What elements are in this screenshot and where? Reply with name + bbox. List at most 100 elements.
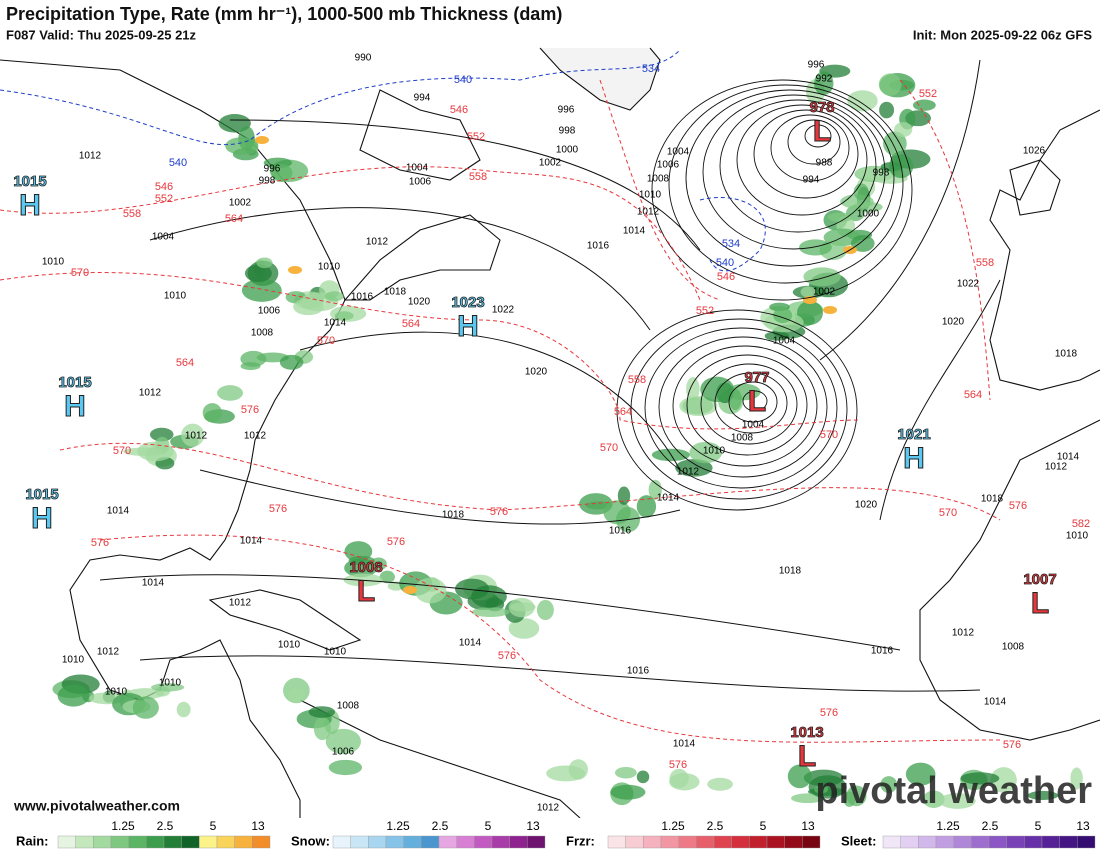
isobar-label: 1004 [152, 232, 175, 243]
thickness-label: 576 [91, 537, 109, 549]
isobar-label: 1010 [318, 262, 341, 273]
isobar [879, 279, 1001, 521]
precip-cell [334, 311, 354, 321]
precip-cell [847, 90, 878, 112]
thickness-label: 552 [919, 88, 937, 100]
precip-cell [686, 377, 700, 401]
legend-tick: 13 [251, 819, 265, 833]
isobar [299, 331, 681, 471]
isobar-label: 1014 [657, 493, 680, 504]
precip-cell [471, 607, 510, 617]
legend-swatch [332, 835, 351, 849]
precip-cell [414, 577, 447, 604]
isobar-label: 1006 [258, 306, 281, 317]
thickness-label: 576 [269, 503, 287, 515]
isobar [99, 574, 901, 651]
coast [343, 214, 501, 301]
legend-swatch [368, 835, 387, 849]
thickness-label: 582 [1072, 518, 1090, 530]
legend-tick: 2.5 [707, 819, 724, 833]
isobar-label: 1008 [647, 174, 670, 185]
precip-cell [636, 495, 657, 518]
legend-label: Snow: [291, 833, 330, 848]
thickness-line [899, 79, 991, 401]
legend-tick: 2.5 [157, 819, 174, 833]
isobar-label: 1014 [459, 638, 482, 649]
isobar-label: 1012 [244, 431, 267, 442]
precip-cell [240, 350, 267, 367]
legend-swatch [75, 835, 94, 849]
precip-cell [256, 257, 273, 269]
isobar-label: 1008 [1002, 642, 1025, 653]
isobar [736, 104, 868, 216]
isobar [714, 372, 788, 434]
precip-cell [905, 762, 936, 786]
isobar-label: 1004 [742, 420, 765, 431]
legend-swatch [696, 835, 715, 849]
isobar [770, 114, 850, 182]
valid-time: F087 Valid: Thu 2025-09-25 21z [6, 27, 197, 42]
legend-swatch [527, 835, 546, 849]
legend-tick: 5 [485, 819, 492, 833]
isobar-label: 1012 [952, 628, 975, 639]
thickness-label: 576 [669, 759, 687, 771]
precip-cell [217, 385, 243, 401]
isobar-label: 1012 [185, 431, 208, 442]
isobar-label: 1018 [1055, 349, 1078, 360]
center-letter: H [64, 390, 86, 423]
thickness-label-cold: 540 [454, 74, 472, 86]
watermark: pivotal weather [815, 770, 1092, 812]
heavy-precip [823, 306, 837, 314]
precip-cell [151, 683, 185, 692]
thickness-line-cold [699, 196, 766, 272]
precip-cell [325, 728, 361, 755]
isobar-label: 1010 [324, 647, 347, 658]
precip-cell [799, 239, 832, 256]
precip-cell [843, 791, 856, 807]
isobar [702, 94, 886, 250]
legend-swatch [110, 835, 129, 849]
legend-tick: 5 [760, 819, 767, 833]
legend-tick: 5 [1035, 819, 1042, 833]
greenland [539, 47, 661, 111]
legend-swatch [146, 835, 165, 849]
legend-tick: 1.25 [936, 819, 960, 833]
precip-cell [803, 267, 841, 287]
legend-swatch [625, 835, 644, 849]
isobar-label: 1020 [942, 317, 965, 328]
isobar [819, 59, 981, 361]
isobar [672, 345, 818, 467]
isobar-label: 1014 [142, 578, 165, 589]
center-letter: H [31, 502, 53, 535]
legend-tick: 13 [526, 819, 540, 833]
isobar-label: 1000 [857, 209, 880, 220]
isobar-label: 1010 [703, 446, 726, 457]
thickness-label: 546 [450, 104, 468, 116]
isobar-label: 996 [558, 105, 575, 116]
legend-swatch [93, 835, 112, 849]
precip-cell [707, 777, 733, 791]
legend-tick: 5 [210, 819, 217, 833]
thickness-label-cold: 534 [722, 238, 740, 250]
isobar [742, 390, 768, 412]
precip-cell [202, 403, 222, 423]
precip-cell [287, 688, 305, 702]
isobar-label: 988 [816, 158, 833, 169]
legend-swatch [1077, 835, 1096, 849]
thickness-label: 546 [717, 271, 735, 283]
isobar-label: 1016 [627, 666, 650, 677]
legend-swatch [181, 835, 200, 849]
isobar-label: 1014 [673, 739, 696, 750]
thickness-label: 576 [1003, 739, 1021, 751]
isobar-label: 998 [559, 126, 576, 137]
precip-cell [308, 706, 336, 718]
center-pressure: 978 [809, 99, 834, 116]
isobar [668, 84, 904, 284]
center-pressure: 1013 [790, 724, 823, 741]
precip-cell [57, 684, 90, 707]
legend-label: Sleet: [841, 833, 876, 848]
thickness-label: 564 [225, 213, 243, 225]
isobar-label: 1012 [537, 803, 560, 814]
legend-swatch [643, 835, 662, 849]
thickness-label: 564 [176, 357, 194, 369]
